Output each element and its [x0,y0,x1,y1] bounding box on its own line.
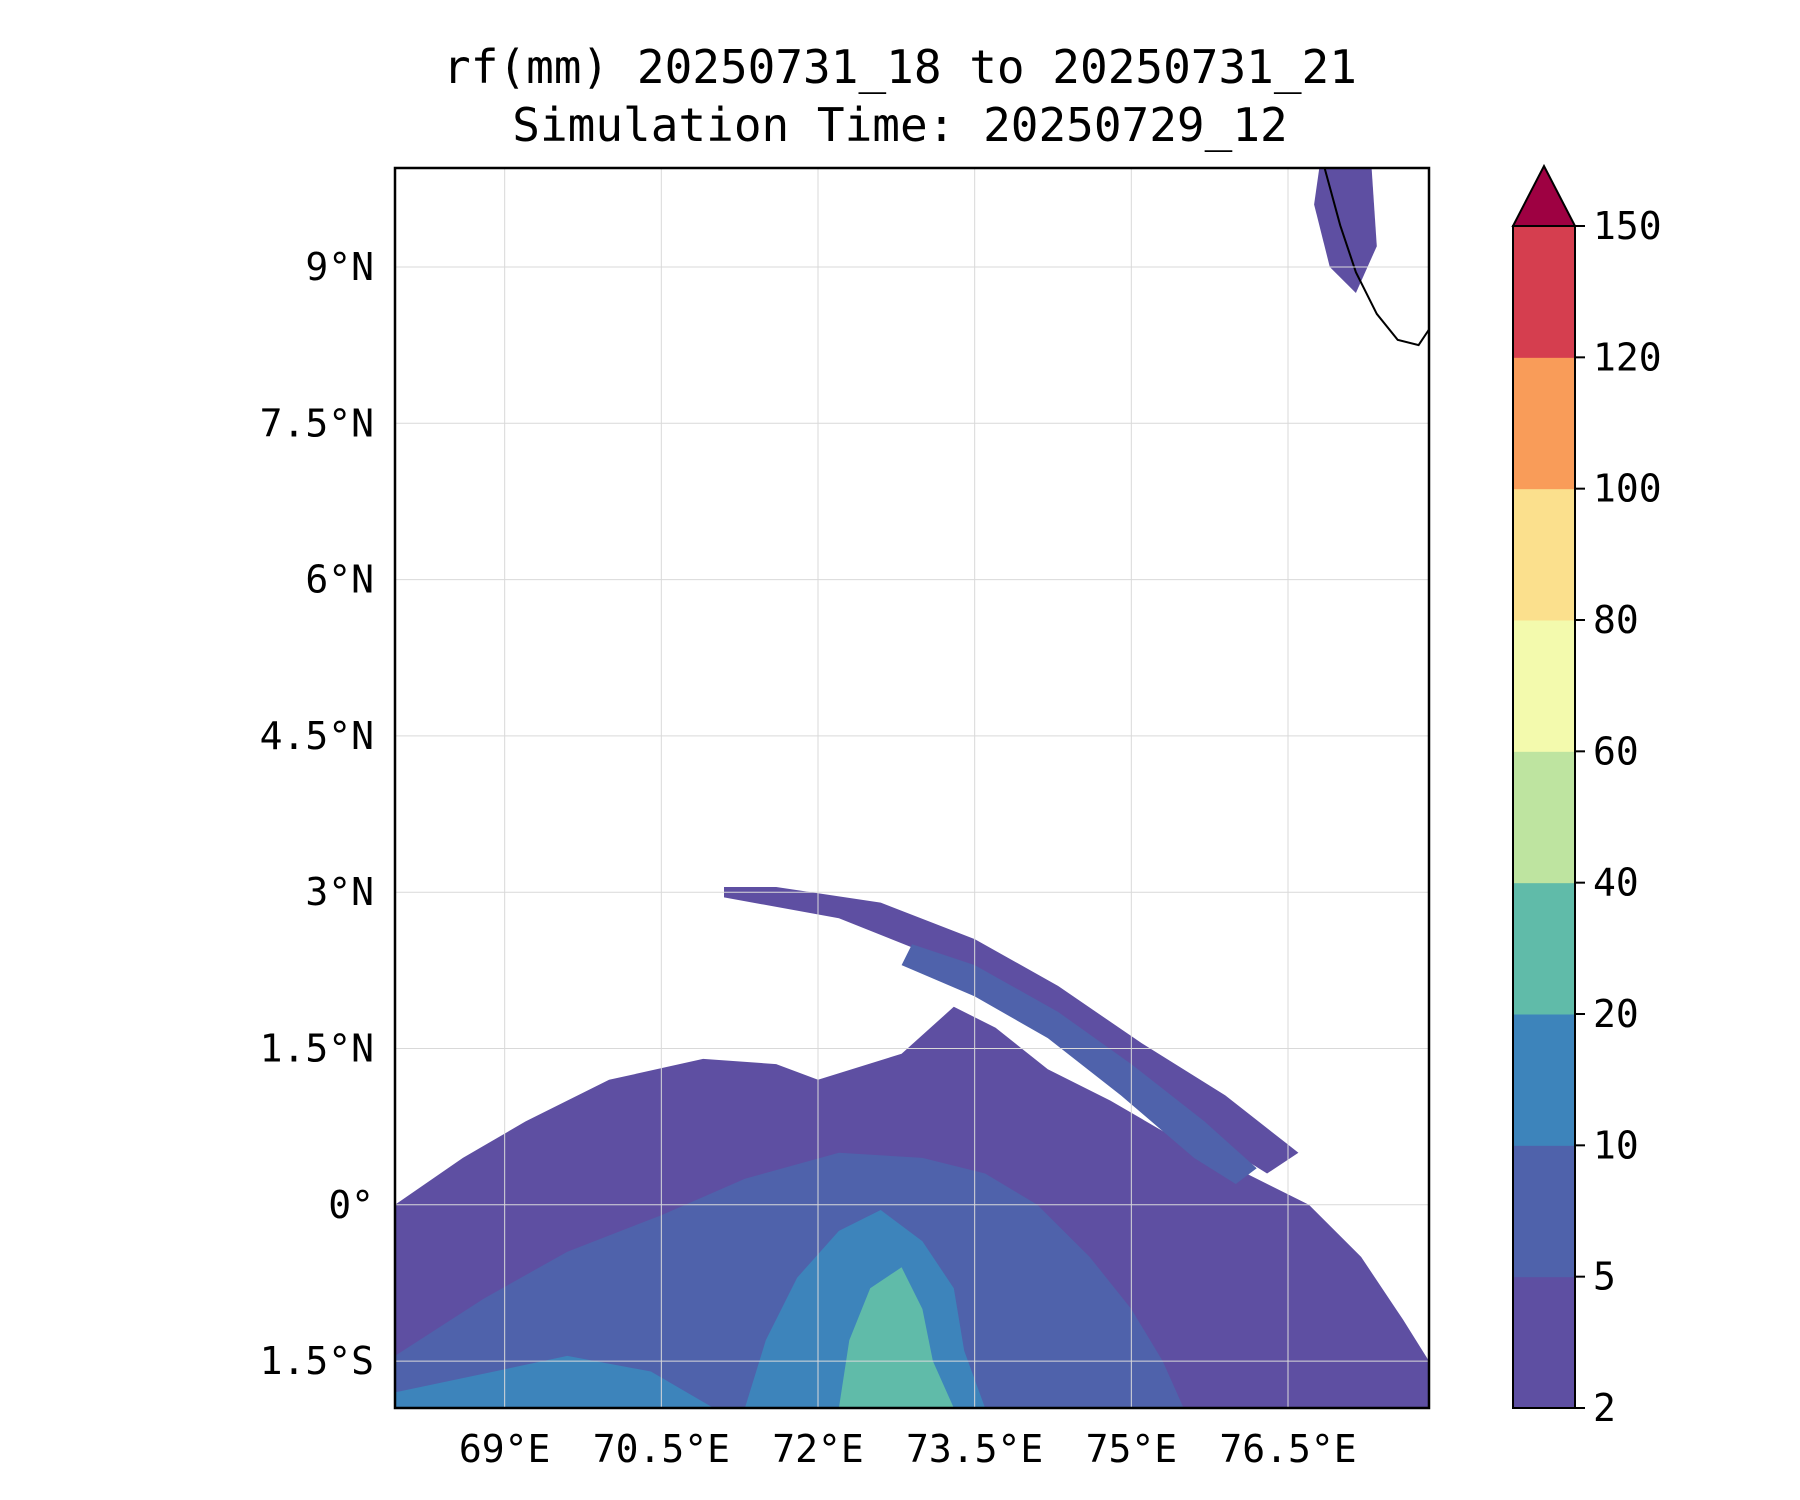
colorbar-label: 120 [1593,335,1662,379]
colorbar-label: 100 [1593,467,1662,511]
colorbar-label: 40 [1593,861,1639,905]
y-tick-label: 6°N [305,558,374,602]
chart-subtitle: Simulation Time: 20250729_12 [512,98,1288,152]
rain-region-2-5 [1314,168,1377,293]
x-tick-label: 76.5°E [1219,1427,1356,1471]
x-tick-label: 69°E [459,1427,551,1471]
colorbar-segment [1513,357,1575,490]
colorbar-label: 5 [1593,1255,1616,1299]
x-axis: 69°E 70.5°E 72°E 73.5°E 75°E 76.5°E [459,1427,1357,1471]
rain-region-2-5 [724,887,1299,1174]
rain-region-20-40 [838,1267,954,1408]
colorbar-extend-arrow [1511,163,1577,227]
x-tick-label: 72°E [772,1427,864,1471]
x-tick-label: 70.5°E [593,1427,730,1471]
y-tick-label: 1.5°S [260,1339,374,1383]
colorbar-segment [1513,620,1575,752]
rain-region-5-10 [395,1152,1184,1408]
x-tick-label: 73.5°E [906,1427,1043,1471]
colorbar-label: 80 [1593,598,1639,642]
y-tick-label: 9°N [305,245,374,289]
colorbar-label: 150 [1593,204,1662,248]
rainfall-contours [395,168,1429,1408]
colorbar-segment [1513,882,1575,1015]
rain-region-5-10 [901,944,1257,1184]
colorbar-segment [1513,1014,1575,1146]
y-tick-label: 4.5°N [260,714,374,758]
y-tick-label: 3°N [305,870,374,914]
colorbar-segment [1513,226,1575,358]
chart-title: rf(mm) 20250731_18 to 20250731_21 [443,40,1357,94]
y-axis: 9°N 7.5°N 6°N 4.5°N 3°N 1.5°N 0° 1.5°S [260,245,374,1383]
coastline [1323,168,1429,347]
y-tick-label: 7.5°N [260,401,374,445]
colorbar-label: 10 [1593,1123,1639,1167]
colorbar-segment [1513,1145,1575,1278]
x-tick-label: 75°E [1086,1427,1178,1471]
y-tick-label: 0° [328,1183,374,1227]
coastline-path [1323,168,1429,347]
map-frame [393,166,1431,1410]
colorbar: 2 5 10 20 40 60 80 100 120 150 [1511,163,1662,1430]
colorbar-frame [1512,225,1576,1409]
colorbar-label: 20 [1593,992,1639,1036]
colorbar-segment [1513,1276,1575,1409]
colorbar-label: 60 [1593,729,1639,773]
y-tick-label: 1.5°N [260,1027,374,1071]
colorbar-segment [1513,488,1575,621]
gridlines [395,168,1429,1408]
colorbar-label: 2 [1593,1386,1616,1430]
colorbar-segment [1513,751,1575,884]
rain-region-10-20 [395,1355,714,1408]
